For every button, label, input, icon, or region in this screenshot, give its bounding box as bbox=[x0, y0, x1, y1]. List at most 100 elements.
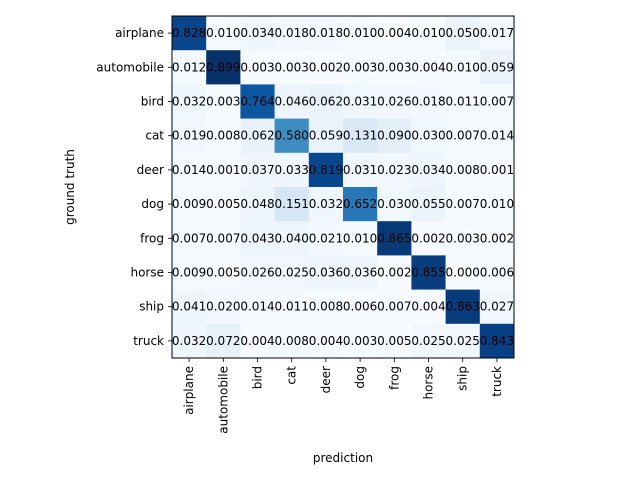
heatmap-cell bbox=[343, 84, 378, 119]
heatmap-cell bbox=[172, 118, 207, 154]
heatmap-cell bbox=[172, 50, 207, 85]
heatmap-cell bbox=[445, 118, 481, 154]
heatmap-cell bbox=[240, 323, 275, 359]
heatmap-cell bbox=[343, 50, 378, 85]
heatmap-cell bbox=[377, 118, 412, 154]
y-tick-label: truck bbox=[133, 334, 164, 348]
heatmap-cell-label: 0.002 bbox=[480, 231, 514, 245]
x-tick-label: automobile bbox=[216, 366, 230, 434]
heatmap-cell-label: 0.007 bbox=[172, 231, 206, 245]
heatmap-cell-label: 0.033 bbox=[275, 163, 309, 177]
heatmap-cell bbox=[172, 323, 207, 359]
heatmap-cell bbox=[377, 187, 412, 222]
y-tick-label: bird bbox=[141, 95, 164, 109]
heatmap-cell bbox=[308, 289, 344, 325]
heatmap-cell bbox=[308, 50, 344, 85]
heatmap-cell bbox=[445, 289, 481, 325]
heatmap-cell bbox=[343, 323, 378, 359]
heatmap-cell-label: 0.005 bbox=[206, 266, 240, 280]
heatmap-cell bbox=[411, 84, 446, 119]
heatmap-cell bbox=[274, 16, 310, 51]
heatmap-cell bbox=[172, 221, 207, 256]
heatmap-cell bbox=[479, 118, 515, 154]
heatmap-cell bbox=[240, 255, 275, 290]
heatmap-cell-label: 0.021 bbox=[309, 231, 343, 245]
heatmap-cell-label: 0.007 bbox=[206, 231, 240, 245]
y-tick-label: horse bbox=[130, 266, 164, 280]
heatmap-cell bbox=[445, 255, 481, 290]
x-tick-label: truck bbox=[490, 366, 504, 397]
heatmap-cell-label: 0.059 bbox=[480, 60, 514, 74]
heatmap-cell bbox=[377, 50, 412, 85]
heatmap-cell-label: 0.025 bbox=[446, 334, 480, 348]
heatmap-cell-label: 0.036 bbox=[309, 266, 343, 280]
heatmap-cell-label: 0.018 bbox=[411, 95, 445, 109]
heatmap-cell bbox=[308, 118, 344, 154]
heatmap-cell-label: 0.151 bbox=[275, 197, 309, 211]
heatmap-cell-label: 0.001 bbox=[206, 163, 240, 177]
heatmap-cell bbox=[308, 84, 344, 119]
y-tick-label: ship bbox=[139, 300, 164, 314]
heatmap-cell bbox=[445, 152, 481, 188]
x-tick-label: ship bbox=[456, 366, 470, 391]
heatmap-cell bbox=[206, 289, 241, 325]
heatmap-cell-label: 0.004 bbox=[377, 26, 411, 40]
heatmap-cell bbox=[377, 289, 412, 325]
heatmap-cell bbox=[240, 152, 275, 188]
heatmap-cell-label: 0.000 bbox=[446, 266, 480, 280]
heatmap-cell bbox=[240, 50, 275, 85]
heatmap-cell-label: 0.011 bbox=[275, 300, 309, 314]
heatmap-cell bbox=[411, 152, 446, 188]
heatmap-cell-label: 0.030 bbox=[377, 197, 411, 211]
heatmap-cell bbox=[479, 152, 515, 188]
heatmap-cell-label: 0.019 bbox=[172, 129, 206, 143]
heatmap-cell-label: 0.863 bbox=[446, 300, 480, 314]
y-axis-ticks: airplane automobile bird cat deer dog frog hors… bbox=[96, 26, 172, 348]
heatmap-cell bbox=[206, 118, 241, 154]
heatmap-cell-label: 0.043 bbox=[240, 231, 274, 245]
heatmap-cell bbox=[445, 221, 481, 256]
heatmap-cell-labels: 0.828 0.010 0.034 0.018 0.018 0.010 0.004 0.010… bbox=[172, 26, 514, 348]
heatmap-cell-label: 0.055 bbox=[411, 197, 445, 211]
heatmap-cell-label: 0.050 bbox=[446, 26, 480, 40]
heatmap-cell bbox=[445, 187, 481, 222]
heatmap-cell bbox=[308, 323, 344, 359]
heatmap-cell bbox=[308, 16, 344, 51]
y-tick-label: airplane bbox=[115, 26, 164, 40]
heatmap-cell bbox=[206, 323, 241, 359]
heatmap-cell-label: 0.131 bbox=[343, 129, 377, 143]
heatmap-cell bbox=[274, 187, 310, 222]
heatmap-cell-label: 0.014 bbox=[480, 129, 514, 143]
x-axis-label: prediction bbox=[313, 451, 373, 465]
heatmap-cell bbox=[377, 84, 412, 119]
heatmap-cell-label: 0.032 bbox=[172, 95, 206, 109]
heatmap-cell-label: 0.030 bbox=[411, 129, 445, 143]
heatmap-cell-label: 0.018 bbox=[275, 26, 309, 40]
heatmap-cell bbox=[274, 84, 310, 119]
heatmap-cell bbox=[343, 16, 378, 51]
heatmap-cell-label: 0.090 bbox=[377, 129, 411, 143]
heatmap-cell bbox=[479, 84, 515, 119]
heatmap-cell-label: 0.004 bbox=[240, 334, 274, 348]
heatmap-cells bbox=[172, 16, 515, 359]
heatmap-cell bbox=[343, 255, 378, 290]
heatmap-cell-label: 0.007 bbox=[377, 300, 411, 314]
heatmap-cell bbox=[411, 187, 446, 222]
x-tick-label: deer bbox=[319, 366, 333, 393]
heatmap-cell-label: 0.031 bbox=[343, 163, 377, 177]
heatmap-cell bbox=[479, 221, 515, 256]
heatmap-cell bbox=[343, 118, 378, 154]
heatmap-cell-label: 0.899 bbox=[206, 60, 240, 74]
heatmap-cell-label: 0.004 bbox=[411, 60, 445, 74]
heatmap-cell bbox=[411, 289, 446, 325]
heatmap-cell-label: 0.007 bbox=[480, 95, 514, 109]
heatmap-cell bbox=[343, 187, 378, 222]
heatmap-cell bbox=[240, 118, 275, 154]
heatmap-cell bbox=[411, 50, 446, 85]
heatmap-cell-label: 0.032 bbox=[309, 197, 343, 211]
heatmap-cell-label: 0.025 bbox=[275, 266, 309, 280]
heatmap-cell bbox=[274, 221, 310, 256]
heatmap-cell-label: 0.580 bbox=[275, 129, 309, 143]
heatmap-cell bbox=[411, 323, 446, 359]
heatmap-cell bbox=[240, 16, 275, 51]
